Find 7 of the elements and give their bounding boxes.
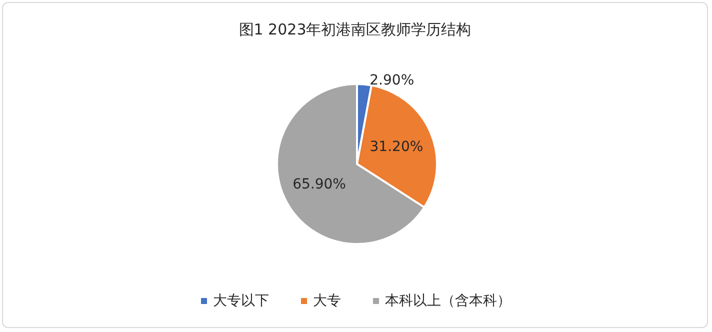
legend-label: 大专: [313, 293, 341, 309]
data-label: 31.20%: [370, 138, 424, 155]
data-label: 2.90%: [370, 72, 414, 88]
legend-label: 大专以下: [213, 293, 269, 309]
data-label: 65.90%: [292, 176, 346, 193]
chart-title: 图1 2023年初港南区教师学历结构: [238, 20, 472, 38]
legend-label: 本科以上（含本科）: [385, 293, 511, 309]
